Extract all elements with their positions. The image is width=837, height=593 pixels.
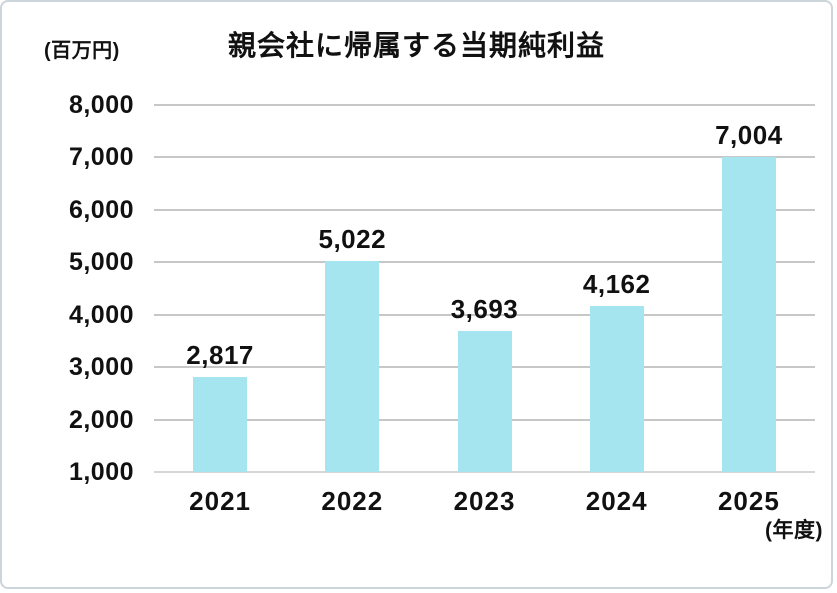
bar-value-label: 2,817	[186, 339, 254, 370]
bar-2021	[193, 376, 248, 472]
bar-2023	[457, 330, 512, 472]
bar-value-label: 7,004	[715, 120, 783, 151]
y-axis-tick-label: 2,000	[68, 405, 134, 434]
y-axis-tick-label: 7,000	[68, 143, 134, 172]
x-axis-tick-label: 2023	[453, 486, 516, 516]
bar-value-label: 3,693	[450, 293, 519, 324]
gridline	[154, 261, 815, 264]
y-axis-tick-label: 5,000	[68, 248, 134, 277]
x-axis-tick-label: 2021	[189, 486, 252, 516]
y-axis-tick-label: 6,000	[68, 195, 134, 224]
bar-2025	[721, 157, 776, 472]
y-axis-tick-label: 8,000	[68, 91, 134, 119]
y-axis-tick-label: 3,000	[68, 353, 134, 382]
y-axis-tick-label: 4,000	[68, 300, 134, 329]
gridline	[154, 104, 815, 106]
gridline	[154, 313, 815, 316]
bar-value-label: 4,162	[582, 269, 651, 300]
gridline	[154, 208, 815, 211]
y-axis-unit-label: (百万円)	[44, 40, 120, 62]
x-axis-tick-label: 2022	[321, 486, 384, 516]
axis-baseline	[154, 471, 815, 473]
bar-2022	[325, 261, 380, 472]
x-axis-tick-label: 2025	[717, 486, 780, 516]
chart-title: 親会社に帰属する当期純利益	[227, 30, 605, 61]
bar-value-label: 5,022	[318, 224, 387, 255]
x-axis-tick-label: 2024	[585, 486, 648, 516]
x-axis-unit-label: (年度)	[765, 519, 823, 542]
bar-2024	[589, 306, 644, 472]
y-axis-tick-label: 1,000	[68, 458, 134, 486]
gridline	[154, 156, 815, 159]
